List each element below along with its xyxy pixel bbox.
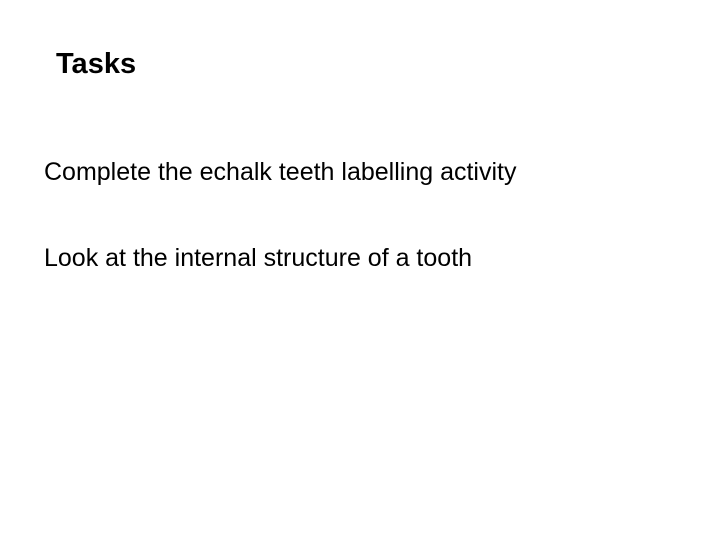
task-line-1: Complete the echalk teeth labelling acti… (44, 158, 517, 187)
page-title: Tasks (56, 48, 136, 81)
task-line-2: Look at the internal structure of a toot… (44, 244, 472, 273)
